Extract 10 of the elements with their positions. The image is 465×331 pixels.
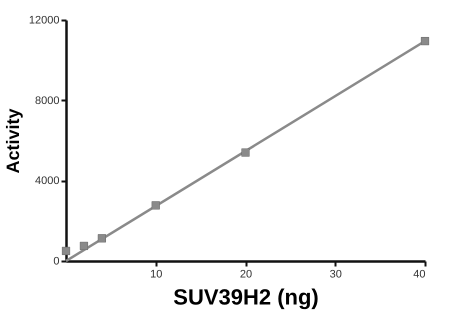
x-tick-label: 30: [330, 268, 342, 280]
y-tick-label: 0: [53, 256, 60, 268]
y-tick-label: 12000: [28, 14, 60, 26]
y-tick-label: 8000: [35, 94, 60, 107]
x-tick-label: 20: [240, 268, 252, 280]
x-tick-label: 10: [150, 268, 162, 280]
y-axis-title: Activity: [2, 108, 23, 174]
x-axis-title: SUV39H2 (ng): [173, 284, 319, 310]
y-tick-label: 4000: [35, 175, 60, 188]
x-tick-label: 40: [413, 268, 426, 280]
